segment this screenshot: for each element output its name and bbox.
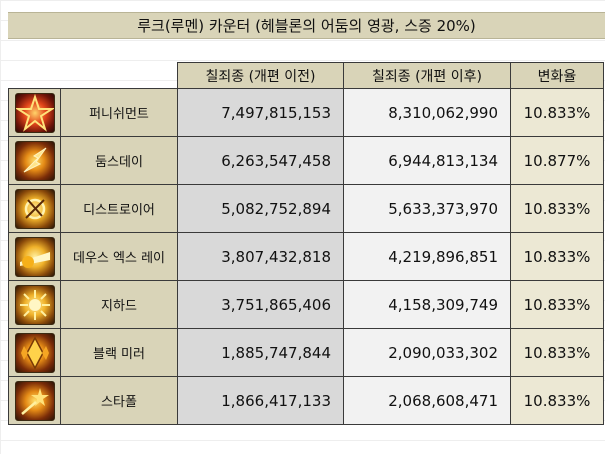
damage-before[interactable]: 3,807,432,818 — [177, 232, 344, 281]
icon-cell[interactable] — [8, 232, 61, 281]
skill-name[interactable]: 퍼니쉬먼트 — [60, 88, 178, 137]
damage-after[interactable]: 5,633,373,970 — [343, 184, 511, 233]
change-rate[interactable]: 10.833% — [510, 328, 604, 377]
table-row: 블랙 미러 1,885,747,844 2,090,033,302 10.833… — [8, 328, 604, 377]
header-after[interactable]: 칠죄종 (개편 이후) — [343, 62, 511, 89]
damage-after[interactable]: 2,068,608,471 — [343, 376, 511, 425]
sheet-title-text: 루크(루멘) 카운터 (헤블론의 어둠의 영광, 스증 20%) — [137, 17, 476, 35]
change-rate[interactable]: 10.833% — [510, 376, 604, 425]
skill-name[interactable]: 데우스 엑스 레이 — [60, 232, 178, 281]
skill-name[interactable]: 블랙 미러 — [60, 328, 178, 377]
change-rate[interactable]: 10.833% — [510, 184, 604, 233]
skill-name[interactable]: 지하드 — [60, 280, 178, 329]
icon-cell[interactable] — [8, 328, 61, 377]
table-row: 디스트로이어 5,082,752,894 5,633,373,970 10.83… — [8, 184, 604, 233]
change-rate[interactable]: 10.833% — [510, 280, 604, 329]
damage-before[interactable]: 7,497,815,153 — [177, 88, 344, 137]
damage-after[interactable]: 8,310,062,990 — [343, 88, 511, 137]
table-row: 스타폴 1,866,417,133 2,068,608,471 10.833% — [8, 376, 604, 425]
black-mirror-skill-icon — [14, 332, 55, 373]
destroyer-skill-icon — [14, 188, 55, 229]
damage-after[interactable]: 2,090,033,302 — [343, 328, 511, 377]
star-fall-skill-icon — [14, 380, 55, 421]
skill-name[interactable]: 디스트로이어 — [60, 184, 178, 233]
change-rate[interactable]: 10.833% — [510, 88, 604, 137]
table-row: 퍼니쉬먼트 7,497,815,153 8,310,062,990 10.833… — [8, 88, 604, 137]
damage-after[interactable]: 4,219,896,851 — [343, 232, 511, 281]
icon-cell[interactable] — [8, 280, 61, 329]
damage-after[interactable]: 4,158,309,749 — [343, 280, 511, 329]
header-blank-name — [61, 63, 178, 89]
damage-before[interactable]: 3,751,865,406 — [177, 280, 344, 329]
damage-before[interactable]: 6,263,547,458 — [177, 136, 344, 185]
table-row: 둠스데이 6,263,547,458 6,944,813,134 10.877% — [8, 136, 604, 185]
table-row: 지하드 3,751,865,406 4,158,309,749 10.833% — [8, 280, 604, 329]
damage-before[interactable]: 1,885,747,844 — [177, 328, 344, 377]
header-before[interactable]: 칠죄종 (개편 이전) — [177, 62, 344, 89]
sheet-title[interactable]: 루크(루멘) 카운터 (헤블론의 어둠의 영광, 스증 20%) — [8, 12, 605, 39]
icon-cell[interactable] — [8, 136, 61, 185]
header-blank-icon — [9, 63, 61, 89]
skill-name[interactable]: 스타폴 — [60, 376, 178, 425]
deus-ex-ray-skill-icon — [14, 236, 55, 277]
change-rate[interactable]: 10.833% — [510, 232, 604, 281]
jihad-skill-icon — [14, 284, 55, 325]
icon-cell[interactable] — [8, 376, 61, 425]
skill-name[interactable]: 둠스데이 — [60, 136, 178, 185]
icon-cell[interactable] — [8, 88, 61, 137]
icon-cell[interactable] — [8, 184, 61, 233]
damage-after[interactable]: 6,944,813,134 — [343, 136, 511, 185]
punishment-skill-icon — [14, 92, 55, 133]
damage-table: 칠죄종 (개편 이전) 칠죄종 (개편 이후) 변화율 퍼니쉬먼트 7,497,… — [8, 62, 604, 425]
damage-before[interactable]: 5,082,752,894 — [177, 184, 344, 233]
header-row: 칠죄종 (개편 이전) 칠죄종 (개편 이후) 변화율 — [9, 62, 604, 89]
doomsday-skill-icon — [14, 140, 55, 181]
damage-before[interactable]: 1,866,417,133 — [177, 376, 344, 425]
change-rate[interactable]: 10.877% — [510, 136, 604, 185]
header-rate[interactable]: 변화율 — [510, 62, 604, 89]
table-row: 데우스 엑스 레이 3,807,432,818 4,219,896,851 10… — [8, 232, 604, 281]
